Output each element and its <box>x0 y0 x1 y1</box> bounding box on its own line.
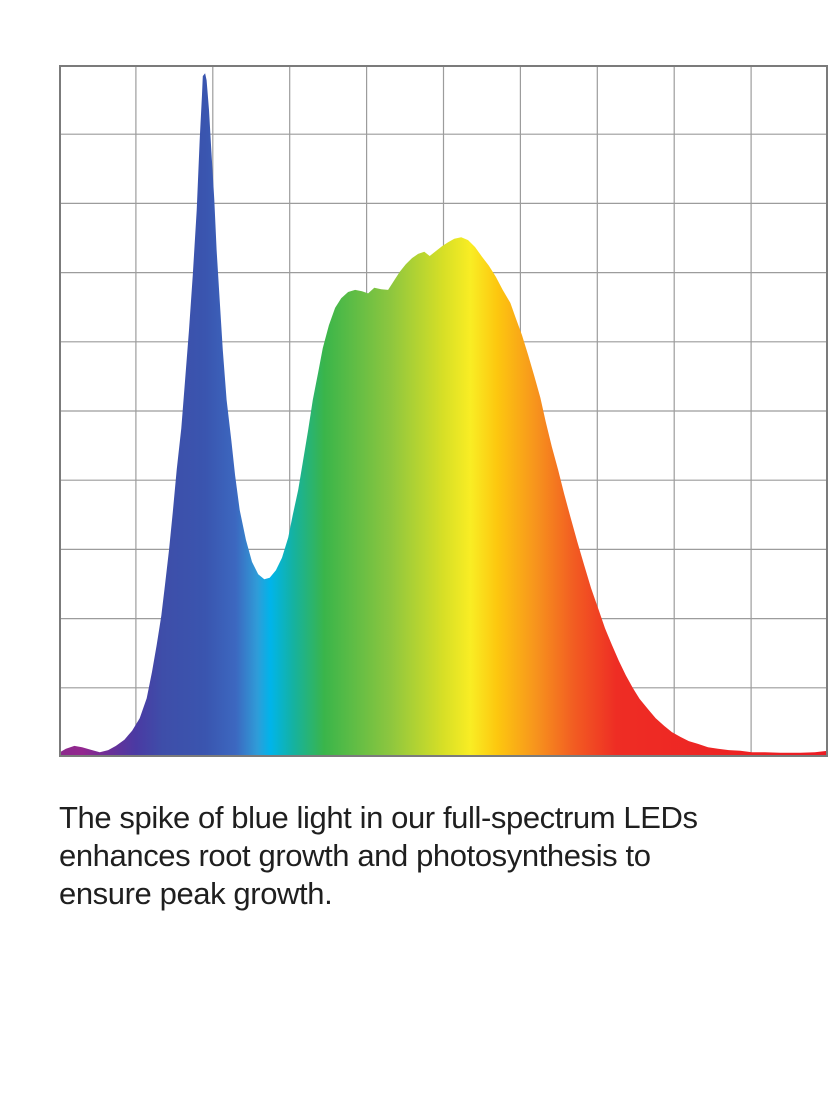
plot-border <box>59 65 828 757</box>
spectrum-curve <box>59 73 828 757</box>
caption: The spike of blue light in our full-spec… <box>59 799 789 913</box>
caption-line: enhances root growth and photosynthesis … <box>59 838 651 873</box>
caption-line: The spike of blue light in our full-spec… <box>59 800 698 835</box>
caption-line: ensure peak growth. <box>59 876 333 911</box>
spectrum-plot <box>59 65 828 757</box>
spectrum-chart <box>59 65 828 757</box>
